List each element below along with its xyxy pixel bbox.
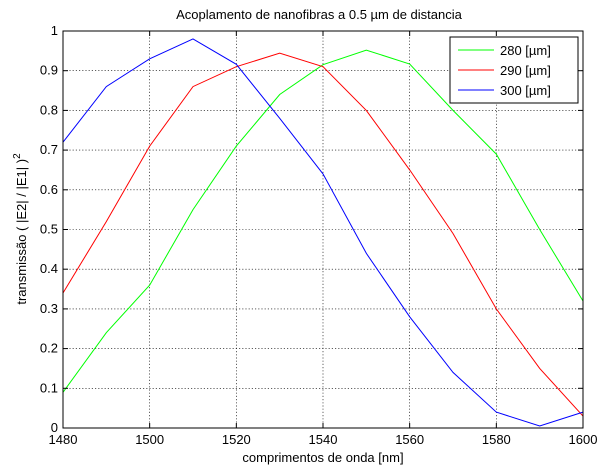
x-tick-label: 1500 xyxy=(135,432,164,447)
y-axis-label-main: transmissão ( |E2| / |E1| ) xyxy=(14,159,29,305)
legend-label: 300 [µm] xyxy=(500,83,551,98)
series-line-1 xyxy=(62,49,584,393)
axis-ticks: 1480 1500 1520 1540 1560 1580 1600 0 0.1 0.2 0.3 0.… xyxy=(40,23,598,447)
y-tick-label: 0 xyxy=(51,420,58,435)
y-tick-label: 0.7 xyxy=(40,142,58,157)
legend-label: 280 [µm] xyxy=(500,43,551,58)
grid-lines xyxy=(63,31,583,428)
x-tick-label: 1600 xyxy=(569,432,598,447)
x-tick-label: 1480 xyxy=(49,432,78,447)
x-axis-label: comprimentos de onda [nm] xyxy=(242,450,403,465)
y-tick-label: 0.4 xyxy=(40,261,58,276)
x-tick-label: 1560 xyxy=(395,432,424,447)
y-tick-label: 0.3 xyxy=(40,301,58,316)
series-line-3 xyxy=(62,38,584,427)
y-tick-label: 0.2 xyxy=(40,341,58,356)
y-tick-label: 0.6 xyxy=(40,182,58,197)
series-line-2 xyxy=(62,52,584,417)
y-tick-label: 1 xyxy=(51,23,58,38)
x-tick-label: 1580 xyxy=(482,432,511,447)
y-tick-label: 0.1 xyxy=(40,380,58,395)
chart-title: Acoplamento de nanofibras a 0.5 µm de di… xyxy=(176,7,462,22)
y-tick-label: 0.8 xyxy=(40,102,58,117)
legend-label: 290 [µm] xyxy=(500,63,551,78)
y-axis-label: transmissão ( |E2| / |E1| )2 xyxy=(12,153,29,305)
x-tick-label: 1520 xyxy=(222,432,251,447)
y-tick-label: 0.9 xyxy=(40,63,58,78)
y-axis-label-superscript: 2 xyxy=(12,153,23,159)
y-tick-label: 0.5 xyxy=(40,222,58,237)
series-lines xyxy=(62,38,584,427)
legend: 280 [µm] 290 [µm] 300 [µm] xyxy=(449,36,579,104)
x-tick-label: 1540 xyxy=(309,432,338,447)
